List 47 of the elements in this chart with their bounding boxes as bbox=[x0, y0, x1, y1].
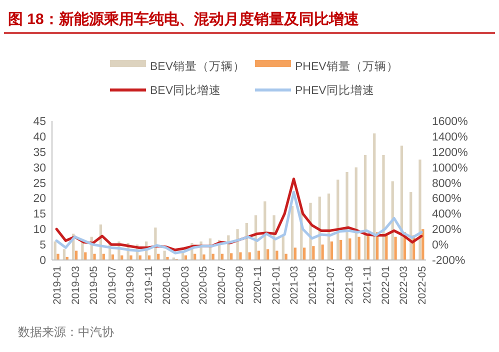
x-tick-label: 2019-01 bbox=[52, 266, 64, 305]
x-tick-label: 2019-05 bbox=[88, 266, 100, 305]
x-tick-label: 2019-09 bbox=[124, 266, 137, 305]
y-tick-label: 0 bbox=[40, 255, 46, 267]
x-tick-label: 2022-05 bbox=[416, 266, 428, 305]
y-tick-label: 5 bbox=[40, 240, 46, 252]
legend-label: BEV同比增速 bbox=[150, 84, 222, 97]
legend-label: PHEV销量（万辆） bbox=[295, 60, 398, 73]
y2-tick-label: 1600% bbox=[432, 116, 468, 128]
y2-tick-label: 0% bbox=[432, 240, 449, 252]
x-tick-label: 2019-07 bbox=[106, 266, 118, 305]
y-tick-label: 35 bbox=[33, 146, 46, 159]
legend-label: BEV销量（万辆） bbox=[150, 60, 246, 73]
y2-tick-label: 800% bbox=[432, 178, 462, 190]
x-tick-label: 2020-01 bbox=[161, 266, 174, 305]
x-tick-label: 2022-03 bbox=[398, 266, 410, 305]
y2-tick-label: 200% bbox=[432, 224, 462, 236]
y-tick-label: 20 bbox=[33, 193, 46, 206]
y-tick-label: 40 bbox=[33, 131, 46, 144]
x-tick-label: 2020-07 bbox=[216, 266, 228, 305]
x-tick-label: 2020-05 bbox=[198, 266, 210, 305]
x-tick-label: 2022-01 bbox=[380, 266, 392, 305]
x-tick-label: 2021-01 bbox=[270, 266, 282, 305]
y-tick-label: 15 bbox=[33, 208, 46, 221]
x-tick-label: 2019-03 bbox=[70, 266, 82, 305]
y-tick-label: 45 bbox=[33, 116, 46, 128]
y2-tick-label: 400% bbox=[432, 208, 462, 221]
y2-tick-label: 600% bbox=[432, 193, 462, 206]
x-tick-label: 2021-03 bbox=[288, 266, 301, 305]
y2-tick-label: -200% bbox=[432, 255, 466, 267]
x-tick-label: 2020-09 bbox=[234, 266, 246, 305]
x-tick-label: 2021-05 bbox=[306, 266, 319, 305]
x-tick-label: 2021-11 bbox=[362, 266, 374, 304]
y2-tick-label: 1000% bbox=[432, 162, 468, 174]
y-tick-label: 30 bbox=[33, 162, 46, 174]
x-tick-label: 2021-09 bbox=[343, 266, 356, 305]
x-tick-label: 2020-11 bbox=[252, 266, 264, 304]
x-tick-label: 2019-11 bbox=[142, 266, 155, 304]
y2-tick-label: 1400% bbox=[432, 131, 468, 144]
legend-label: PHEV同比增速 bbox=[295, 84, 374, 97]
y2-tick-label: 1200% bbox=[432, 146, 468, 159]
x-tick-label: 2020-03 bbox=[179, 266, 192, 305]
chart-title: 图 18：新能源乘用车纯电、混动月度销量及同比增速 bbox=[8, 10, 360, 28]
y-tick-label: 25 bbox=[33, 178, 46, 190]
source-note: 数据来源：中汽协 bbox=[18, 325, 114, 339]
y-tick-label: 10 bbox=[33, 224, 46, 236]
x-tick-label: 2021-07 bbox=[325, 266, 338, 305]
